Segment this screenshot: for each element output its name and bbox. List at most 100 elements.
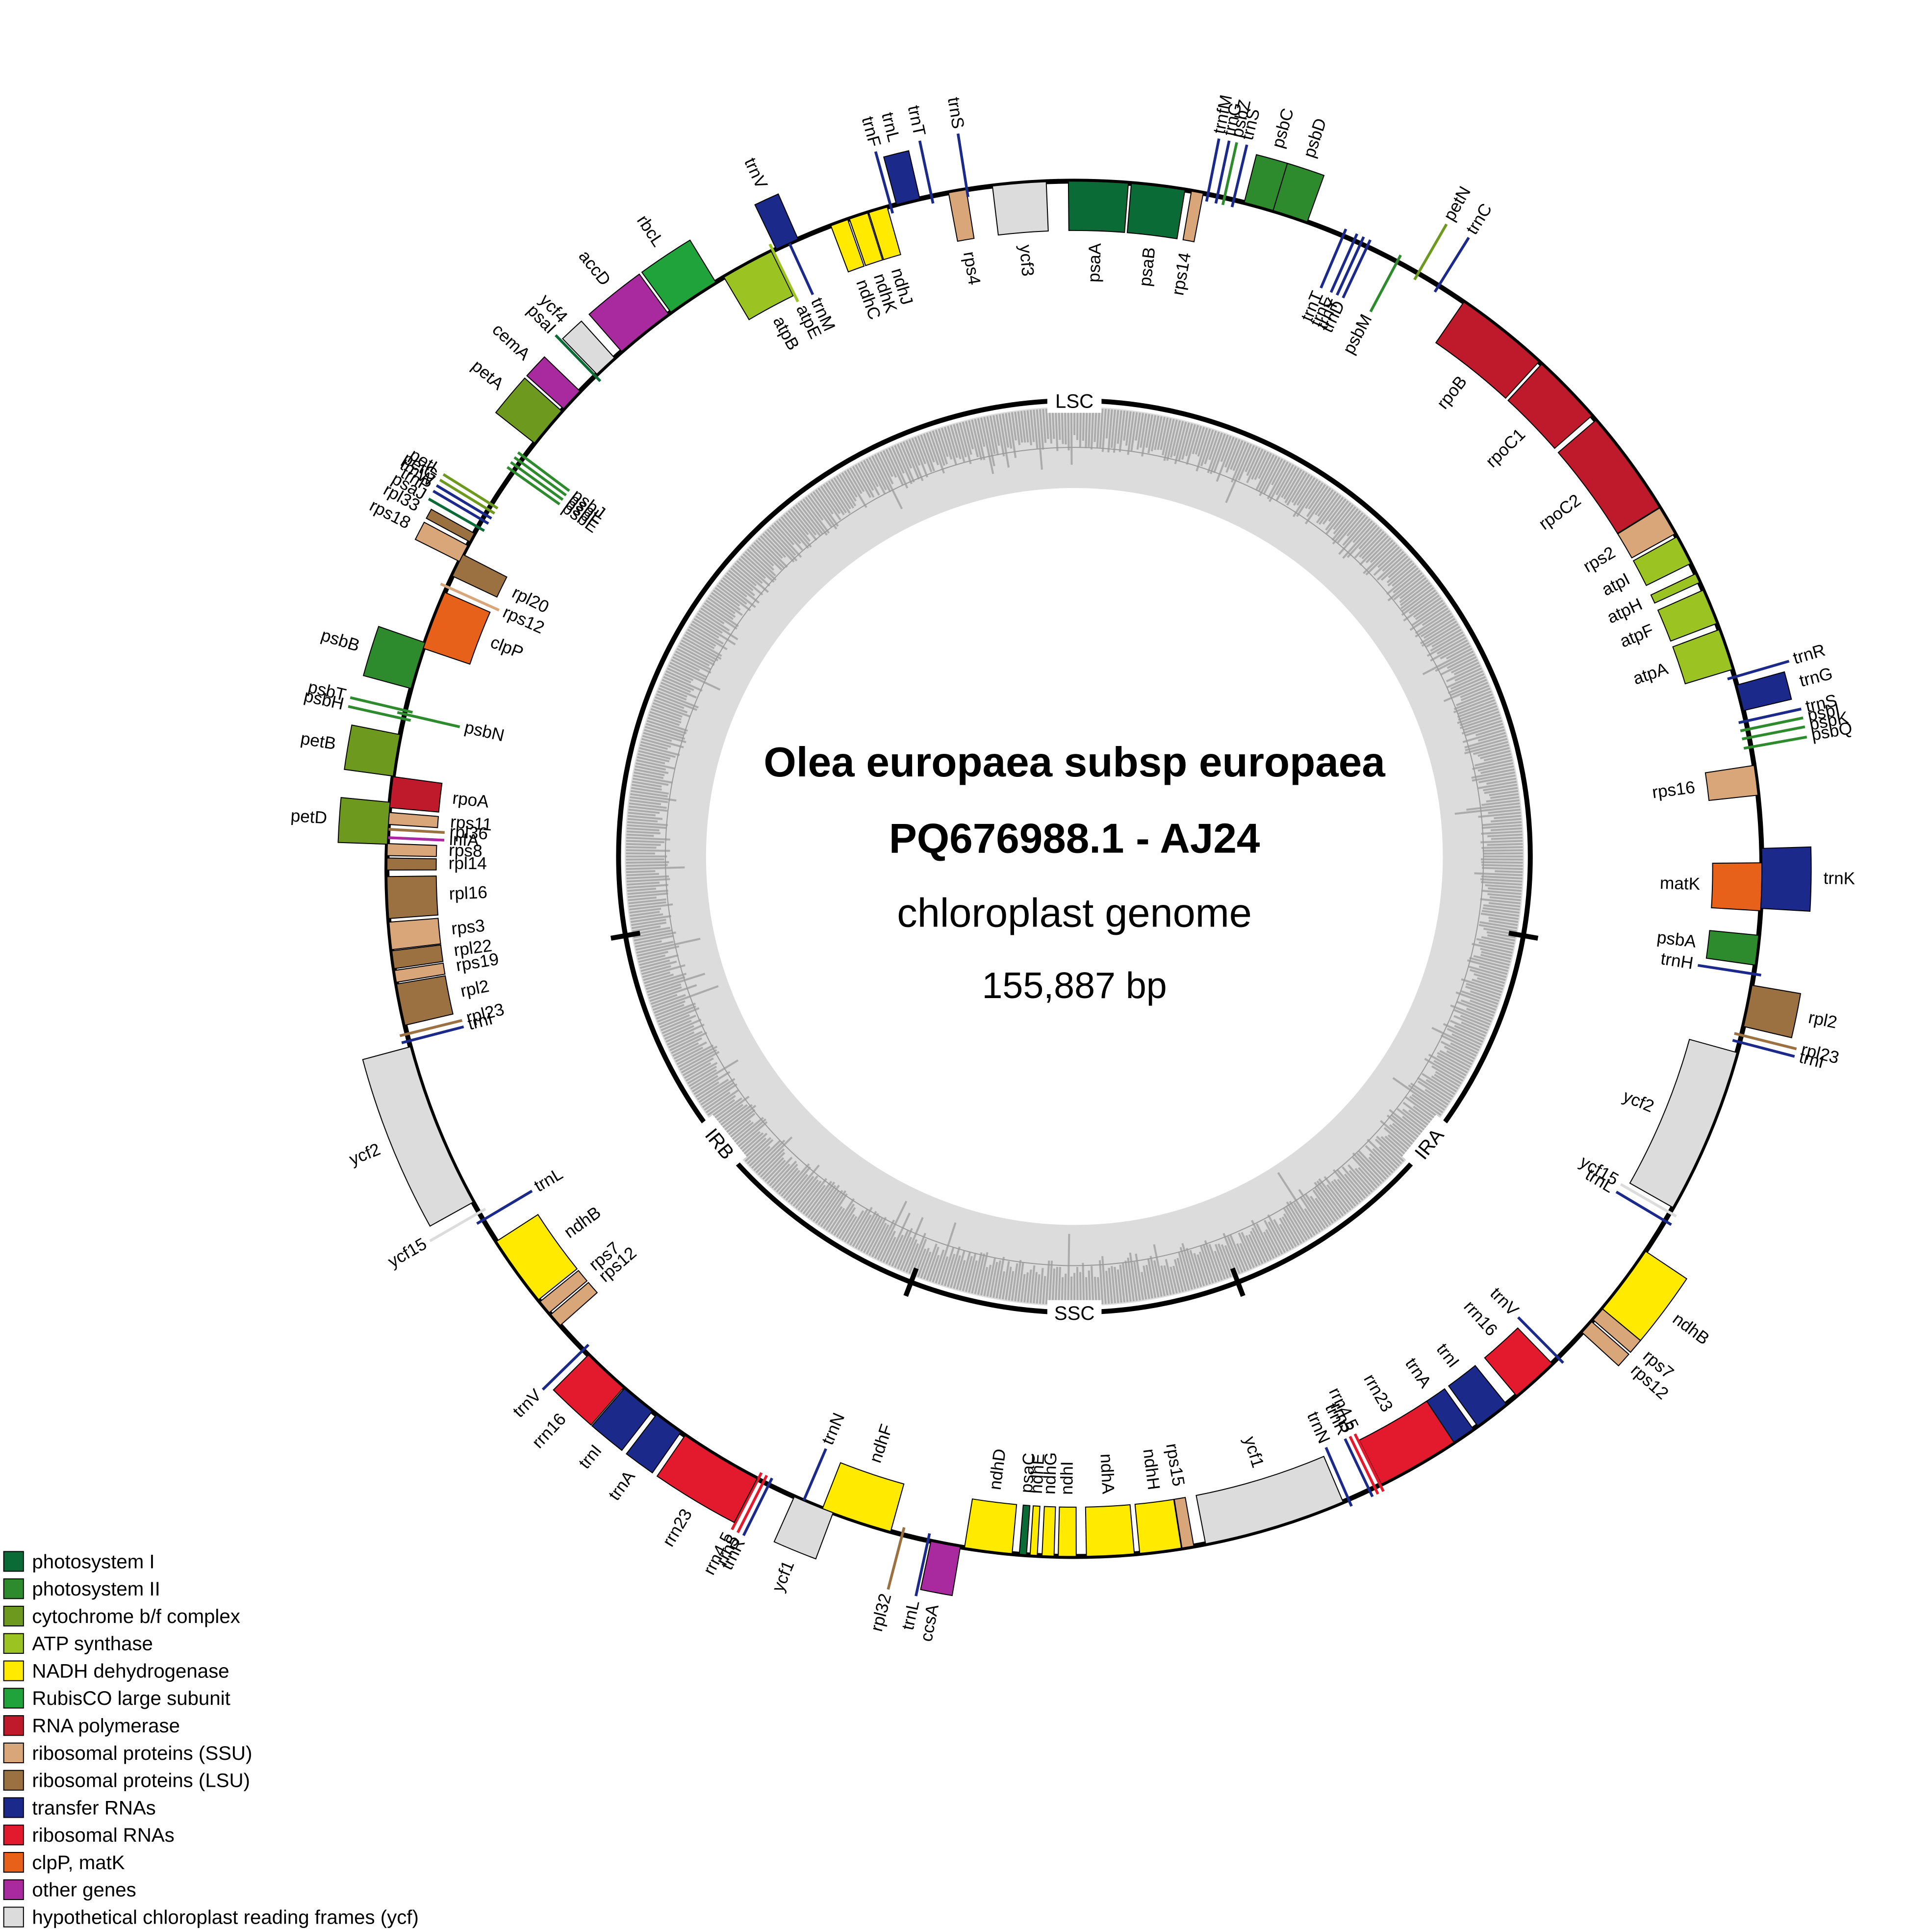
gc-spike bbox=[652, 702, 691, 718]
gc-spike bbox=[640, 741, 668, 750]
gc-spike bbox=[1281, 1216, 1300, 1246]
gc-spike bbox=[1064, 1273, 1067, 1305]
gc-spike bbox=[1045, 1260, 1050, 1305]
gc-spike bbox=[828, 480, 851, 514]
gc-spike bbox=[644, 973, 674, 984]
gc-spike bbox=[647, 983, 682, 996]
gc-spike bbox=[1480, 840, 1523, 844]
gc-spike bbox=[1101, 409, 1107, 452]
gc-spike bbox=[776, 520, 803, 551]
gc-spike bbox=[1064, 408, 1067, 445]
gc-spike bbox=[1346, 514, 1366, 537]
gc-spike bbox=[971, 1252, 983, 1294]
gc-spike bbox=[692, 1075, 718, 1093]
gc-spike bbox=[1217, 1243, 1232, 1278]
gc-spike bbox=[728, 1121, 754, 1143]
gene-tick bbox=[513, 456, 567, 497]
gc-spike bbox=[1471, 768, 1515, 779]
gc-spike bbox=[1314, 1186, 1339, 1220]
gc-spike bbox=[1172, 1265, 1181, 1293]
region-label-bg bbox=[1402, 1114, 1455, 1173]
gene-label: petD bbox=[290, 806, 328, 828]
gene-tick bbox=[731, 1472, 763, 1531]
gene-label: trnL bbox=[531, 1164, 566, 1195]
gc-spike bbox=[943, 427, 958, 466]
gene-tick bbox=[432, 489, 489, 525]
gc-spike bbox=[953, 1250, 966, 1289]
gc-spike bbox=[684, 1062, 712, 1079]
organism-title: Olea europaea subsp europaea bbox=[763, 739, 1386, 786]
gene-tick bbox=[506, 466, 560, 506]
gc-spike bbox=[1443, 1023, 1483, 1043]
region: SSC bbox=[1047, 1300, 1102, 1325]
gc-spike bbox=[825, 1206, 843, 1231]
gene-tick bbox=[1205, 138, 1220, 202]
gc-spike bbox=[687, 628, 716, 647]
gc-spike bbox=[1096, 408, 1101, 448]
gc-spike bbox=[1214, 1251, 1226, 1280]
gc-spike bbox=[780, 1163, 810, 1197]
gc-spike bbox=[697, 1079, 729, 1101]
gene-tick bbox=[541, 1343, 590, 1391]
gc-spike bbox=[661, 1014, 696, 1031]
gene-tick bbox=[428, 497, 485, 532]
gc-spike bbox=[1481, 875, 1523, 879]
gene-box bbox=[1557, 419, 1660, 534]
gc-spike bbox=[1455, 991, 1498, 1008]
gene-label: rrn23 bbox=[1360, 1371, 1397, 1415]
gc-spike bbox=[1470, 990, 1500, 1002]
gc-spike bbox=[1365, 537, 1391, 564]
gc-spike bbox=[855, 1210, 877, 1249]
gc-spike bbox=[1058, 408, 1061, 440]
gc-spike bbox=[1279, 1224, 1295, 1249]
gc-spike bbox=[836, 475, 857, 507]
gc-spike bbox=[896, 443, 915, 483]
gc-spike bbox=[1481, 910, 1519, 917]
gene-label: cemA bbox=[488, 320, 534, 364]
gc-spike bbox=[1413, 597, 1442, 618]
gene-label: psbB bbox=[319, 625, 362, 655]
gc-spike bbox=[766, 1157, 793, 1184]
gc-spike bbox=[1079, 1272, 1082, 1305]
gene-tick bbox=[399, 1019, 462, 1037]
gene-tick bbox=[350, 696, 413, 714]
gc-spike bbox=[1474, 973, 1505, 984]
gc-spike bbox=[868, 1222, 887, 1256]
gene-label: rpl14 bbox=[449, 854, 487, 874]
gc-spike bbox=[1117, 1269, 1122, 1303]
gc-spike bbox=[795, 1179, 819, 1209]
gc-spike bbox=[1310, 1195, 1331, 1226]
gene-label: trnA bbox=[605, 1467, 639, 1504]
gc-spike bbox=[1403, 594, 1440, 622]
gc-spike bbox=[1245, 1235, 1261, 1266]
region-boundary bbox=[1508, 930, 1539, 941]
gc-spike bbox=[998, 414, 1010, 468]
gc-spike bbox=[675, 650, 712, 670]
gc-spike bbox=[788, 510, 809, 536]
gc-spike bbox=[1481, 936, 1515, 945]
gc-spike bbox=[800, 500, 828, 536]
gc-spike bbox=[896, 1236, 913, 1269]
gc-spike bbox=[1401, 1116, 1427, 1136]
gc-spike bbox=[635, 940, 662, 948]
gc-spike bbox=[849, 467, 865, 492]
gc-spike bbox=[1453, 1015, 1489, 1031]
gc-spike bbox=[1387, 563, 1415, 587]
gc-spike bbox=[841, 1216, 858, 1241]
gene-tick bbox=[1336, 236, 1365, 296]
gc-spike bbox=[755, 1136, 793, 1174]
gc-spike bbox=[823, 484, 845, 515]
gene-label: rps8 bbox=[449, 841, 483, 861]
gene-box bbox=[496, 1214, 578, 1301]
gc-spike bbox=[629, 903, 673, 911]
gc-spike bbox=[983, 1264, 992, 1296]
gene-box bbox=[386, 875, 439, 919]
gc-spike bbox=[1479, 921, 1518, 929]
gc-spike bbox=[1425, 626, 1460, 648]
gc-spike bbox=[1246, 447, 1261, 476]
gene-box bbox=[656, 1435, 758, 1523]
gc-spike bbox=[1277, 1172, 1319, 1235]
gc-spike bbox=[1464, 735, 1507, 749]
gc-spike bbox=[628, 808, 660, 814]
gc-spike bbox=[1472, 978, 1503, 990]
